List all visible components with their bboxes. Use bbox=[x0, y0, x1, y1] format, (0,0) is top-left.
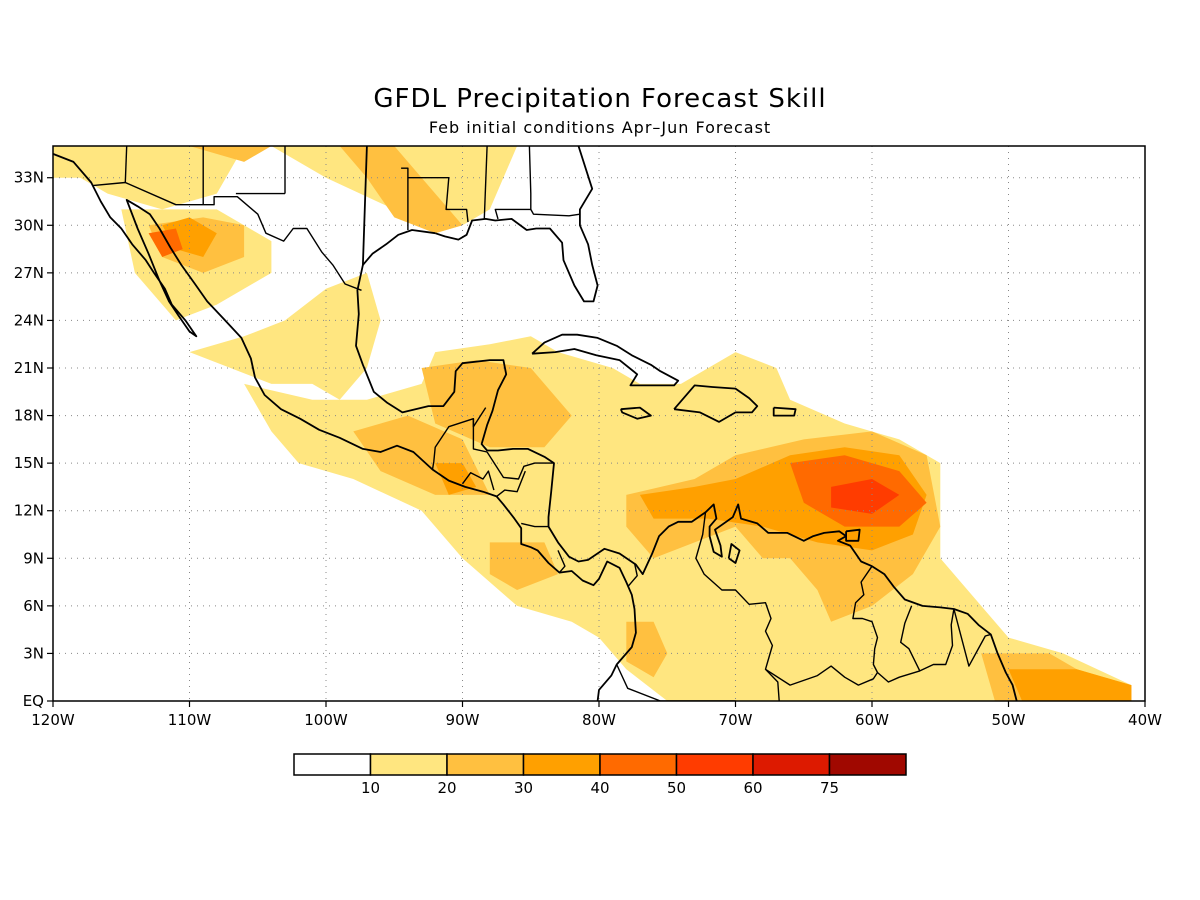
lat-tick-label: 6N bbox=[23, 597, 44, 615]
lat-tick-label: 30N bbox=[14, 216, 44, 234]
skill-region-10 bbox=[189, 272, 381, 400]
skill-region-50 bbox=[831, 479, 900, 514]
political-border bbox=[765, 665, 879, 686]
skill-region-20 bbox=[339, 146, 463, 234]
lon-tick-label: 120W bbox=[31, 711, 75, 729]
lat-tick-label: EQ bbox=[23, 692, 44, 710]
political-border bbox=[852, 565, 955, 683]
skill-region-30 bbox=[1008, 669, 1132, 701]
colorbar-label: 60 bbox=[743, 779, 762, 797]
coastline bbox=[53, 153, 637, 701]
political-border bbox=[407, 177, 469, 223]
colorbar-swatch bbox=[752, 753, 831, 776]
coastline-layer bbox=[53, 146, 1018, 701]
lon-tick-label: 40W bbox=[1128, 711, 1162, 729]
lon-tick-label: 100W bbox=[304, 711, 348, 729]
colorbar-label: 20 bbox=[437, 779, 456, 797]
political-border bbox=[461, 470, 495, 491]
skill-shading-layer bbox=[53, 146, 1132, 701]
lon-tick-label: 110W bbox=[168, 711, 212, 729]
colorbar-swatch bbox=[522, 753, 601, 776]
coastline bbox=[355, 146, 1018, 701]
page-subtitle: Feb initial conditions Apr–Jun Forecast bbox=[428, 118, 772, 137]
skill-region-40 bbox=[148, 228, 183, 257]
colorbar-swatch bbox=[446, 753, 525, 776]
political-border bbox=[530, 209, 581, 217]
coastline bbox=[727, 543, 741, 564]
border-layer bbox=[92, 146, 991, 701]
political-border bbox=[486, 451, 554, 480]
political-border bbox=[496, 470, 526, 497]
coastline bbox=[673, 384, 759, 423]
political-border bbox=[953, 608, 991, 667]
political-border bbox=[521, 522, 549, 528]
colorbar-swatch bbox=[675, 753, 754, 776]
lon-tick-label: 90W bbox=[446, 711, 480, 729]
colorbar-label: 40 bbox=[590, 779, 609, 797]
coastline bbox=[619, 406, 652, 420]
skill-region-20 bbox=[421, 360, 572, 448]
lat-tick-label: 18N bbox=[14, 407, 44, 425]
political-border bbox=[616, 664, 736, 701]
colorbar-label: 50 bbox=[667, 779, 686, 797]
lon-tick-label: 60W bbox=[855, 711, 889, 729]
colorbar-swatch bbox=[293, 753, 372, 776]
lon-tick-label: 50W bbox=[992, 711, 1026, 729]
coastline bbox=[362, 229, 436, 266]
page-title: GFDL Precipitation Forecast Skill bbox=[373, 84, 827, 114]
skill-region-20 bbox=[53, 146, 272, 162]
political-border bbox=[401, 167, 409, 230]
axis-ticks: 120W 110W 100W 90W 80W 70W 60W 50W 40W EQ 3N 6N 9N 12… bbox=[14, 169, 1162, 729]
colorbar-label: 75 bbox=[820, 779, 839, 797]
colorbar-label: 30 bbox=[514, 779, 533, 797]
coastline bbox=[772, 406, 797, 417]
lat-tick-label: 15N bbox=[14, 454, 44, 472]
colorbar-swatch bbox=[828, 753, 907, 776]
political-border bbox=[695, 512, 780, 701]
political-border bbox=[557, 550, 566, 574]
political-border bbox=[92, 181, 362, 291]
skill-colorbar: 10 20 30 40 50 60 75 bbox=[293, 753, 907, 797]
colorbar-label: 10 bbox=[361, 779, 380, 797]
political-border bbox=[472, 418, 488, 453]
political-border bbox=[124, 146, 128, 183]
lon-tick-label: 80W bbox=[582, 711, 616, 729]
political-border bbox=[483, 146, 488, 219]
lat-tick-label: 24N bbox=[14, 311, 44, 329]
lat-tick-label: 27N bbox=[14, 264, 44, 282]
coastline bbox=[845, 528, 861, 542]
colorbar-swatch bbox=[369, 753, 448, 776]
lat-tick-label: 33N bbox=[14, 169, 44, 187]
skill-region-20 bbox=[626, 621, 668, 678]
lat-tick-label: 12N bbox=[14, 502, 44, 520]
lat-tick-label: 3N bbox=[23, 644, 44, 662]
colorbar-swatch bbox=[599, 753, 678, 776]
coastline bbox=[434, 146, 599, 303]
political-border bbox=[627, 562, 638, 588]
lat-tick-label: 21N bbox=[14, 359, 44, 377]
lat-tick-label: 9N bbox=[23, 549, 44, 567]
political-border bbox=[900, 605, 921, 672]
lat-lon-grid bbox=[53, 146, 1145, 701]
coastline bbox=[531, 333, 680, 387]
lon-tick-label: 70W bbox=[719, 711, 753, 729]
